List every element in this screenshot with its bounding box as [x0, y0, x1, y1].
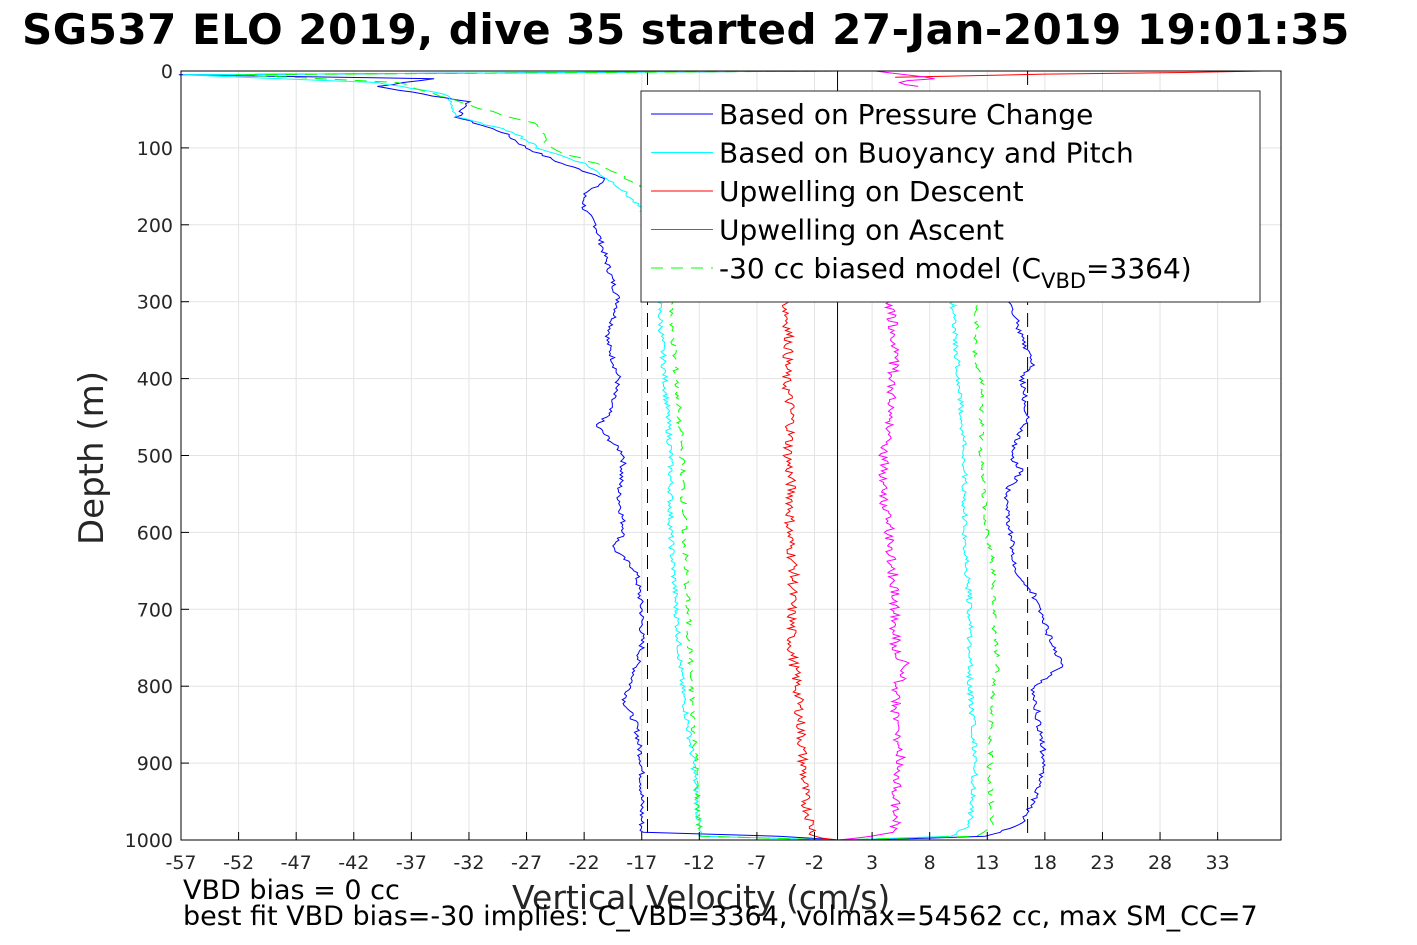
x-tick-label: -57	[165, 852, 196, 874]
chart-title: SG537 ELO 2019, dive 35 started 27-Jan-2…	[22, 5, 1350, 54]
y-tick-label: 800	[137, 676, 173, 698]
x-axis-label: Vertical Velocity (cm/s)	[512, 878, 891, 917]
y-axis-label: Depth (m)	[72, 371, 112, 545]
x-tick-label: 23	[1090, 852, 1114, 874]
legend-box	[640, 90, 1261, 303]
legend-subscript: VBD	[1041, 269, 1086, 293]
y-tick-label: 200	[137, 215, 173, 237]
x-tick-label: -7	[747, 852, 766, 874]
series-line-2-descent	[781, 301, 838, 841]
y-tick-label: 900	[137, 753, 173, 775]
series-line-1-descent	[183, 70, 839, 841]
y-tick-label: 0	[161, 61, 173, 83]
x-tick-label: 8	[924, 852, 936, 874]
series-line-4-ascent	[837, 301, 1001, 841]
x-tick-label: 3	[866, 852, 878, 874]
y-axis-ticks: 0 100 200 300 400 500 600 700 800 900 1000	[125, 61, 189, 852]
legend-suffix: =3364)	[1086, 252, 1192, 285]
x-tick-label: 28	[1148, 852, 1172, 874]
x-tick-label: -12	[684, 852, 715, 874]
y-tick-label: 600	[137, 522, 173, 544]
y-tick-label: 700	[137, 599, 173, 621]
series-line-0-ascent	[837, 301, 1064, 841]
y-tick-label: 300	[137, 292, 173, 314]
legend-label: Upwelling on Ascent	[719, 214, 1004, 247]
y-tick-label: 100	[137, 138, 173, 160]
x-tick-label: -17	[626, 852, 657, 874]
x-tick-label: 33	[1206, 852, 1230, 874]
x-tick-label: -22	[569, 852, 600, 874]
y-tick-label: 400	[137, 369, 173, 391]
series-line-2-top	[895, 70, 1264, 78]
x-tick-label: -47	[281, 852, 312, 874]
x-tick-label: -27	[511, 852, 542, 874]
x-tick-label: 18	[1033, 852, 1057, 874]
vbd-bias-note: VBD bias = 0 cc	[183, 875, 400, 906]
series-line-1-ascent	[838, 301, 979, 841]
x-tick-label: -42	[338, 852, 369, 874]
legend-label: Based on Buoyancy and Pitch	[719, 137, 1134, 170]
y-tick-label: 1000	[125, 830, 173, 852]
series-line-3-ascent	[838, 301, 911, 841]
legend-label: Upwelling on Descent	[719, 175, 1024, 208]
legend-label: Based on Pressure Change	[719, 98, 1093, 131]
y-tick-label: 500	[137, 446, 173, 468]
x-tick-label: -52	[223, 852, 254, 874]
x-tick-label: -37	[396, 852, 427, 874]
series-line-0-descent	[178, 70, 838, 841]
legend: Based on Pressure Change Based on Buoyanc…	[640, 90, 1261, 303]
x-axis-ticks: -57 -52 -47 -42 -37 -32 -27 -22 -17 -12 -7 -2 3 8 13 18…	[165, 832, 1230, 874]
series-line-3-top	[875, 70, 935, 87]
x-tick-label: -32	[453, 852, 484, 874]
x-tick-label: -2	[805, 852, 824, 874]
best-fit-note: best fit VBD bias=-30 implies: C_VBD=336…	[183, 901, 1258, 932]
x-tick-label: 13	[975, 852, 999, 874]
